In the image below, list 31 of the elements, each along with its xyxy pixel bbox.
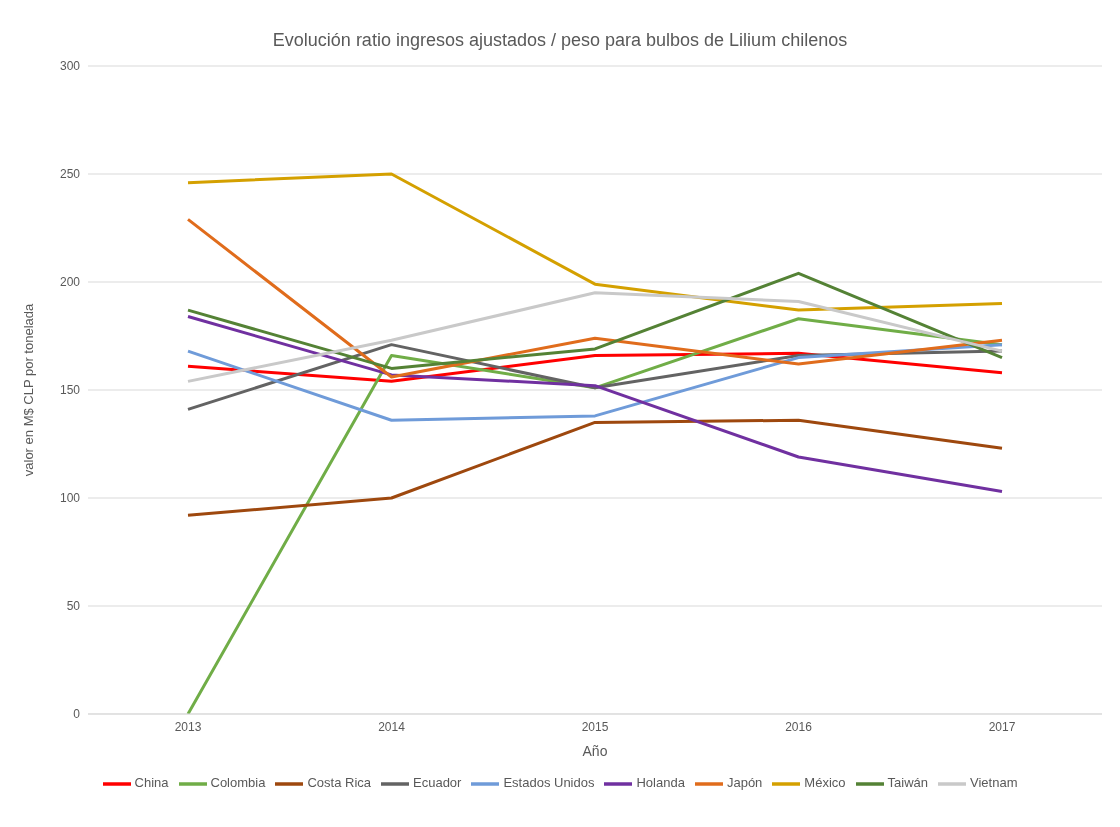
line-series bbox=[186, 271, 1004, 370]
legend-label: México bbox=[804, 775, 846, 791]
y-tick-label: 100 bbox=[59, 491, 81, 506]
line-series bbox=[186, 418, 1004, 517]
x-tick-label: 2013 bbox=[174, 719, 202, 734]
line-series bbox=[186, 172, 1004, 312]
legend-label: Holanda bbox=[636, 775, 685, 791]
y-tick-label: 200 bbox=[59, 275, 81, 290]
legend-label: Vietnam bbox=[970, 775, 1018, 791]
y-tick-label: 50 bbox=[66, 599, 81, 614]
chart-title: Evolución ratio ingresos ajustados / peso para bulbos de Lilium chilenos bbox=[271, 30, 849, 51]
y-axis-title: valor en M$ CLP por tonelada bbox=[20, 302, 36, 477]
line-series bbox=[186, 217, 1004, 379]
legend-label: Taiwán bbox=[887, 775, 928, 791]
legend-label: Estados Unidos bbox=[503, 775, 595, 791]
legend-label: Ecuador bbox=[413, 775, 462, 791]
y-tick-label: 0 bbox=[73, 707, 81, 722]
y-tick-label: 300 bbox=[59, 59, 81, 74]
legend-label: Japón bbox=[726, 775, 763, 791]
line-series bbox=[186, 291, 1004, 383]
x-tick-label: 2015 bbox=[581, 719, 609, 734]
legend-label: Costa Rica bbox=[307, 775, 371, 791]
y-tick-label: 250 bbox=[59, 167, 81, 182]
legend-label: Colombia bbox=[210, 775, 266, 791]
x-tick-label: 2014 bbox=[378, 719, 406, 734]
x-tick-label: 2017 bbox=[988, 719, 1016, 734]
x-axis-title: Año bbox=[582, 743, 608, 759]
y-tick-label: 150 bbox=[59, 383, 81, 398]
legend-label: China bbox=[134, 775, 169, 791]
x-tick-label: 2016 bbox=[785, 719, 813, 734]
line-series bbox=[186, 315, 1004, 494]
